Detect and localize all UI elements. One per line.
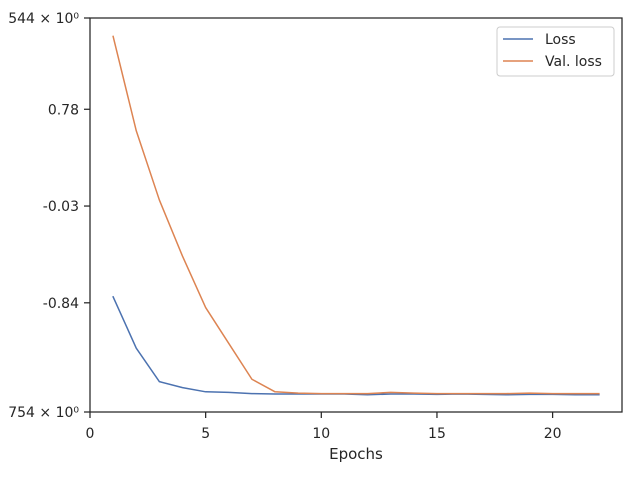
legend-label-loss: Loss [545, 32, 576, 48]
chart-axes: 0 5 10 15 20 754 × 10⁰ -0.84 -0.03 0.78 544 × 10⁰… [8, 11, 623, 463]
x-tick-label: 0 [86, 426, 95, 442]
y-tick-label: -0.84 [43, 296, 79, 312]
x-tick-label: 20 [544, 426, 562, 442]
x-tick-label: 5 [201, 426, 210, 442]
y-tick-label: 544 × 10⁰ [8, 11, 79, 27]
y-tick-label: -0.03 [43, 199, 79, 215]
series-line-loss [112, 295, 600, 396]
plot-frame [89, 17, 623, 413]
y-tick-label: 0.78 [48, 102, 79, 118]
x-tick-label: 10 [312, 426, 330, 442]
legend: Loss Val. loss [496, 26, 615, 77]
x-axis-label: Epochs [329, 445, 383, 463]
x-tick-label: 15 [428, 426, 446, 442]
chart-marks [112, 35, 600, 396]
y-tick-label: 754 × 10⁰ [8, 405, 79, 421]
series-line-val-loss [112, 35, 600, 395]
legend-label-val-loss: Val. loss [545, 54, 602, 70]
